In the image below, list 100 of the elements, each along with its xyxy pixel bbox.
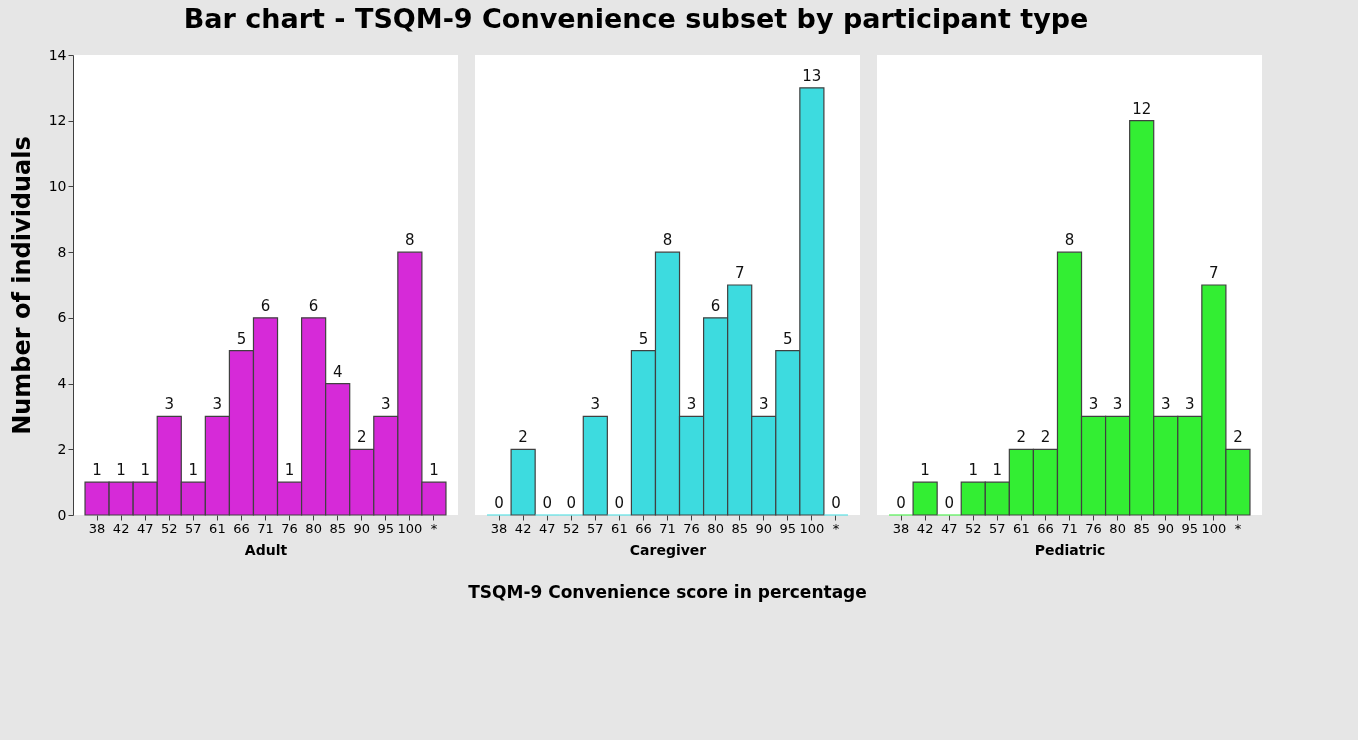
x-tick-label: 80	[1109, 520, 1126, 536]
data-label: 1	[920, 461, 930, 480]
data-label: 3	[590, 395, 601, 414]
y-tick-label: 0	[57, 506, 67, 523]
data-label: 4	[332, 362, 343, 381]
x-tick-label: 42	[112, 520, 130, 536]
y-tick-label: 14	[48, 46, 67, 63]
x-tick-label: 90	[755, 520, 773, 536]
data-label: 6	[710, 296, 721, 315]
x-tick-label: 95	[377, 520, 395, 536]
data-label: 1	[92, 461, 102, 480]
x-tick-label: 38	[88, 520, 106, 536]
x-tick-label: 61	[611, 520, 628, 536]
data-label: 3	[686, 395, 697, 414]
data-label: 0	[494, 494, 504, 512]
x-tick-label: 95	[1181, 520, 1199, 536]
x-tick-label: 95	[779, 520, 797, 536]
data-label: 1	[140, 461, 150, 480]
x-tick-label: 66	[1037, 520, 1054, 536]
x-tick-label: 71	[257, 520, 274, 536]
x-axis-title: Caregiver	[629, 541, 707, 558]
data-label: 2	[518, 428, 528, 447]
data-label: 0	[614, 494, 625, 512]
data-label: 3	[758, 395, 769, 414]
x-tick-label: 85	[731, 520, 748, 536]
data-label: 5	[236, 329, 247, 348]
y-axis-title: Number of individuals	[7, 136, 36, 435]
y-tick-label: 6	[57, 309, 67, 326]
x-tick-label: 100	[397, 520, 423, 536]
text: Bar chart - TSQM-9 Convenience subset by participant type	[183, 3, 1089, 34]
x-tick-label: 52	[964, 520, 982, 536]
data-label: 8	[662, 231, 673, 250]
x-tick-label: 80	[707, 520, 724, 536]
x-tick-label: 57	[185, 520, 202, 536]
x-axis-title: Pediatric	[1034, 541, 1106, 558]
data-label: 1	[188, 461, 199, 480]
data-label: 0	[944, 494, 954, 512]
y-tick-label: 2	[57, 440, 67, 457]
x-tick-label: 57	[989, 520, 1006, 536]
x-tick-label: 52	[160, 520, 178, 536]
x-tick-label: 85	[329, 520, 346, 536]
data-label: 1	[992, 461, 1003, 480]
x-tick-label: 85	[1133, 520, 1150, 536]
x-tick-label: 52	[562, 520, 580, 536]
x-tick-label: 42	[916, 520, 934, 536]
x-tick-label: 71	[659, 520, 676, 536]
x-tick-label: 47	[538, 520, 556, 536]
data-label: 1	[116, 461, 126, 480]
x-axis-title: Adult	[244, 541, 288, 558]
x-tick-label: 42	[514, 520, 532, 536]
data-label: 6	[260, 296, 271, 315]
x-tick-label: 100	[799, 520, 825, 536]
x-tick-label: 66	[233, 520, 250, 536]
data-label: 2	[1040, 428, 1051, 447]
data-label: 2	[1016, 428, 1027, 447]
data-label: 5	[638, 329, 649, 348]
x-tick-label: 90	[1157, 520, 1175, 536]
data-label: 3	[1185, 395, 1195, 414]
x-tick-label: 90	[353, 520, 371, 536]
x-tick-label: 66	[635, 520, 652, 536]
text: TSQM-9 Convenience score in percentage	[468, 582, 867, 602]
data-label: 0	[566, 494, 577, 512]
data-label: 6	[308, 296, 319, 315]
x-tick-label: *	[832, 520, 840, 536]
data-label: 3	[164, 395, 175, 414]
data-label: 8	[405, 231, 415, 250]
x-tick-label: 57	[587, 520, 604, 536]
data-label: 3	[381, 395, 391, 414]
x-tick-label: *	[430, 520, 438, 536]
data-label: 1	[968, 461, 979, 480]
x-tick-label: 76	[281, 520, 298, 536]
x-tick-label: 71	[1061, 520, 1078, 536]
x-tick-label: 76	[683, 520, 700, 536]
y-tick-label: 10	[48, 177, 67, 194]
y-tick-label: 12	[48, 112, 67, 129]
x-tick-label: 61	[1013, 520, 1030, 536]
y-tick-label: 4	[57, 375, 67, 392]
data-label: 7	[734, 264, 745, 282]
data-label: 0	[831, 494, 841, 512]
data-label: 3	[1160, 395, 1171, 414]
data-label: 3	[1088, 395, 1099, 414]
x-tick-label: 47	[136, 520, 154, 536]
data-label: 0	[542, 494, 552, 512]
x-tick-label: 80	[305, 520, 322, 536]
data-label: 7	[1209, 264, 1219, 282]
x-tick-label: 76	[1085, 520, 1102, 536]
data-label: 5	[783, 329, 793, 348]
data-label: 0	[896, 494, 906, 512]
data-label: 12	[1132, 99, 1152, 118]
x-tick-label: 38	[892, 520, 910, 536]
data-label: 2	[356, 428, 367, 447]
data-label: 1	[429, 461, 439, 480]
x-tick-label: 38	[490, 520, 508, 536]
x-tick-label: 100	[1201, 520, 1227, 536]
x-tick-label: *	[1234, 520, 1242, 536]
data-label: 3	[212, 395, 223, 414]
y-tick-label: 8	[57, 243, 67, 260]
data-label: 2	[1233, 428, 1243, 447]
data-label: 1	[284, 461, 295, 480]
data-label: 3	[1112, 395, 1123, 414]
